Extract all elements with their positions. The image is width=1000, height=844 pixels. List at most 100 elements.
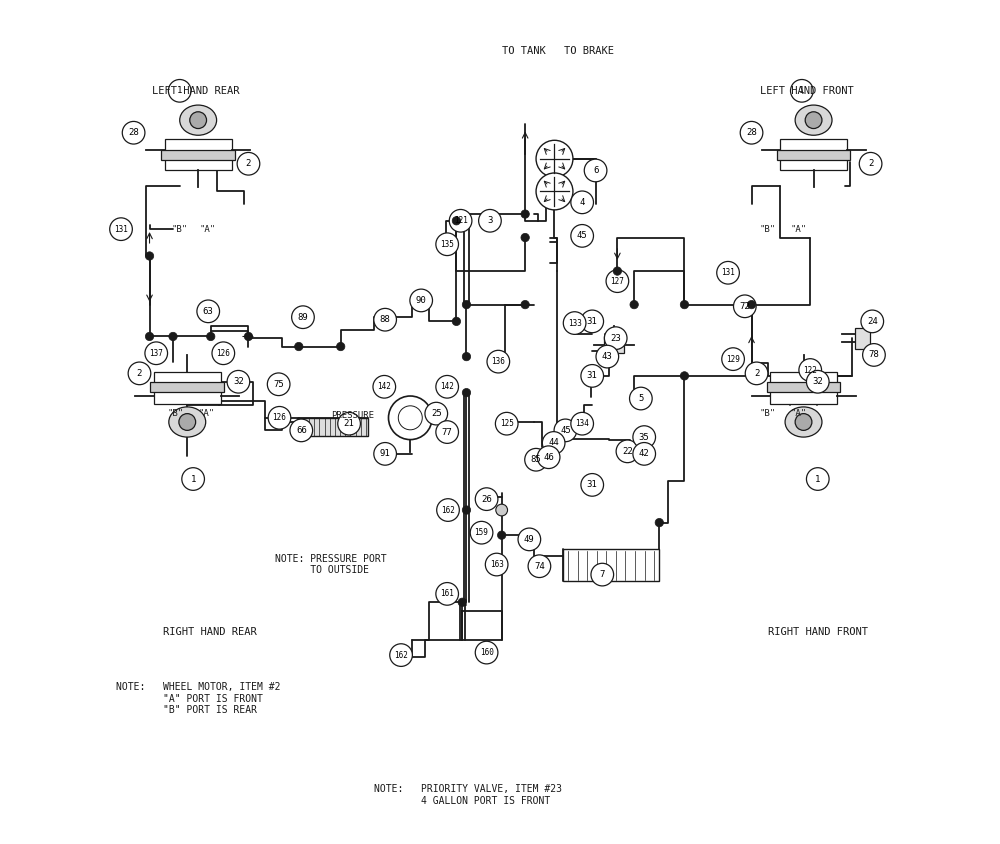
Text: LEFT HAND REAR: LEFT HAND REAR	[152, 86, 240, 96]
Circle shape	[571, 413, 593, 435]
Circle shape	[537, 446, 560, 468]
Circle shape	[410, 289, 433, 311]
Circle shape	[436, 421, 458, 443]
Text: 134: 134	[575, 419, 589, 428]
Circle shape	[268, 407, 291, 429]
Circle shape	[462, 300, 471, 309]
Text: 129: 129	[726, 354, 740, 364]
Text: "A": "A"	[790, 225, 806, 234]
Circle shape	[145, 252, 154, 260]
Circle shape	[470, 522, 493, 544]
Circle shape	[581, 473, 604, 496]
Circle shape	[581, 310, 604, 333]
Circle shape	[295, 343, 303, 351]
Text: 125: 125	[500, 419, 514, 428]
Text: 22: 22	[622, 446, 633, 456]
Text: 2: 2	[754, 369, 759, 378]
Text: "B": "B"	[168, 409, 184, 418]
Text: "A": "A"	[198, 409, 214, 418]
Text: 161: 161	[440, 589, 454, 598]
Circle shape	[536, 173, 573, 210]
Text: 63: 63	[203, 307, 214, 316]
Circle shape	[487, 350, 510, 373]
Text: 75: 75	[273, 380, 284, 389]
Text: 91: 91	[380, 449, 391, 458]
Text: 159: 159	[475, 528, 488, 537]
Circle shape	[747, 300, 756, 309]
Circle shape	[633, 442, 656, 465]
Circle shape	[436, 233, 458, 256]
Circle shape	[791, 79, 813, 102]
Circle shape	[630, 387, 652, 410]
Circle shape	[717, 262, 739, 284]
Text: 5: 5	[638, 394, 644, 403]
Circle shape	[437, 499, 459, 522]
Circle shape	[462, 353, 471, 360]
Circle shape	[485, 553, 508, 576]
Text: 1: 1	[177, 86, 182, 95]
Circle shape	[390, 644, 412, 667]
Text: PRESSURE: PRESSURE	[331, 411, 374, 419]
Text: 45: 45	[577, 231, 588, 241]
Text: LEFT HAND FRONT: LEFT HAND FRONT	[760, 86, 854, 96]
Circle shape	[563, 311, 586, 334]
Text: "B": "B"	[171, 225, 187, 234]
Text: 77: 77	[442, 428, 453, 436]
Circle shape	[388, 396, 432, 440]
Text: 35: 35	[639, 433, 650, 441]
Text: RIGHT HAND FRONT: RIGHT HAND FRONT	[768, 626, 868, 636]
Circle shape	[805, 111, 822, 128]
Circle shape	[479, 209, 501, 232]
Text: 25: 25	[431, 409, 442, 418]
Circle shape	[571, 225, 593, 247]
Circle shape	[521, 233, 529, 241]
Circle shape	[338, 413, 360, 435]
Text: 72: 72	[739, 302, 750, 311]
Circle shape	[462, 388, 471, 397]
Circle shape	[475, 641, 498, 664]
Circle shape	[495, 413, 518, 435]
Circle shape	[452, 217, 461, 225]
Text: 43: 43	[602, 352, 613, 361]
Circle shape	[596, 345, 619, 368]
Circle shape	[182, 468, 204, 490]
Circle shape	[604, 327, 627, 349]
Text: 90: 90	[416, 296, 427, 305]
Bar	[767, 381, 840, 392]
Text: 135: 135	[440, 240, 454, 249]
Text: 74: 74	[534, 562, 545, 571]
Text: 26: 26	[481, 495, 492, 504]
Circle shape	[122, 122, 145, 144]
Circle shape	[145, 342, 168, 365]
Circle shape	[584, 160, 607, 181]
Circle shape	[613, 267, 622, 275]
Text: 1: 1	[190, 474, 196, 484]
Bar	[297, 418, 368, 436]
Circle shape	[655, 518, 663, 527]
Text: "A": "A"	[790, 409, 806, 418]
Circle shape	[745, 362, 768, 385]
Text: 163: 163	[490, 560, 504, 569]
Text: 32: 32	[233, 377, 244, 387]
Bar	[161, 150, 235, 160]
Circle shape	[525, 448, 547, 471]
Circle shape	[374, 308, 396, 331]
Circle shape	[337, 343, 345, 351]
Circle shape	[475, 488, 498, 511]
Text: 162: 162	[441, 506, 455, 515]
Text: 66: 66	[296, 426, 307, 435]
Text: "A": "A"	[200, 225, 216, 234]
Text: NOTE: PRESSURE PORT
      TO OUTSIDE: NOTE: PRESSURE PORT TO OUTSIDE	[275, 554, 387, 576]
Text: 126: 126	[216, 349, 230, 358]
Circle shape	[680, 300, 689, 309]
Text: TO BRAKE: TO BRAKE	[564, 46, 614, 57]
Text: 88: 88	[380, 315, 391, 324]
Circle shape	[244, 333, 253, 341]
Text: 131: 131	[721, 268, 735, 278]
Text: NOTE:   PRIORITY VALVE, ITEM #23
        4 GALLON PORT IS FRONT: NOTE: PRIORITY VALVE, ITEM #23 4 GALLON …	[374, 784, 562, 806]
Bar	[563, 549, 659, 582]
Circle shape	[227, 371, 250, 393]
Circle shape	[591, 563, 614, 586]
Circle shape	[267, 373, 290, 396]
Text: 31: 31	[587, 480, 598, 490]
